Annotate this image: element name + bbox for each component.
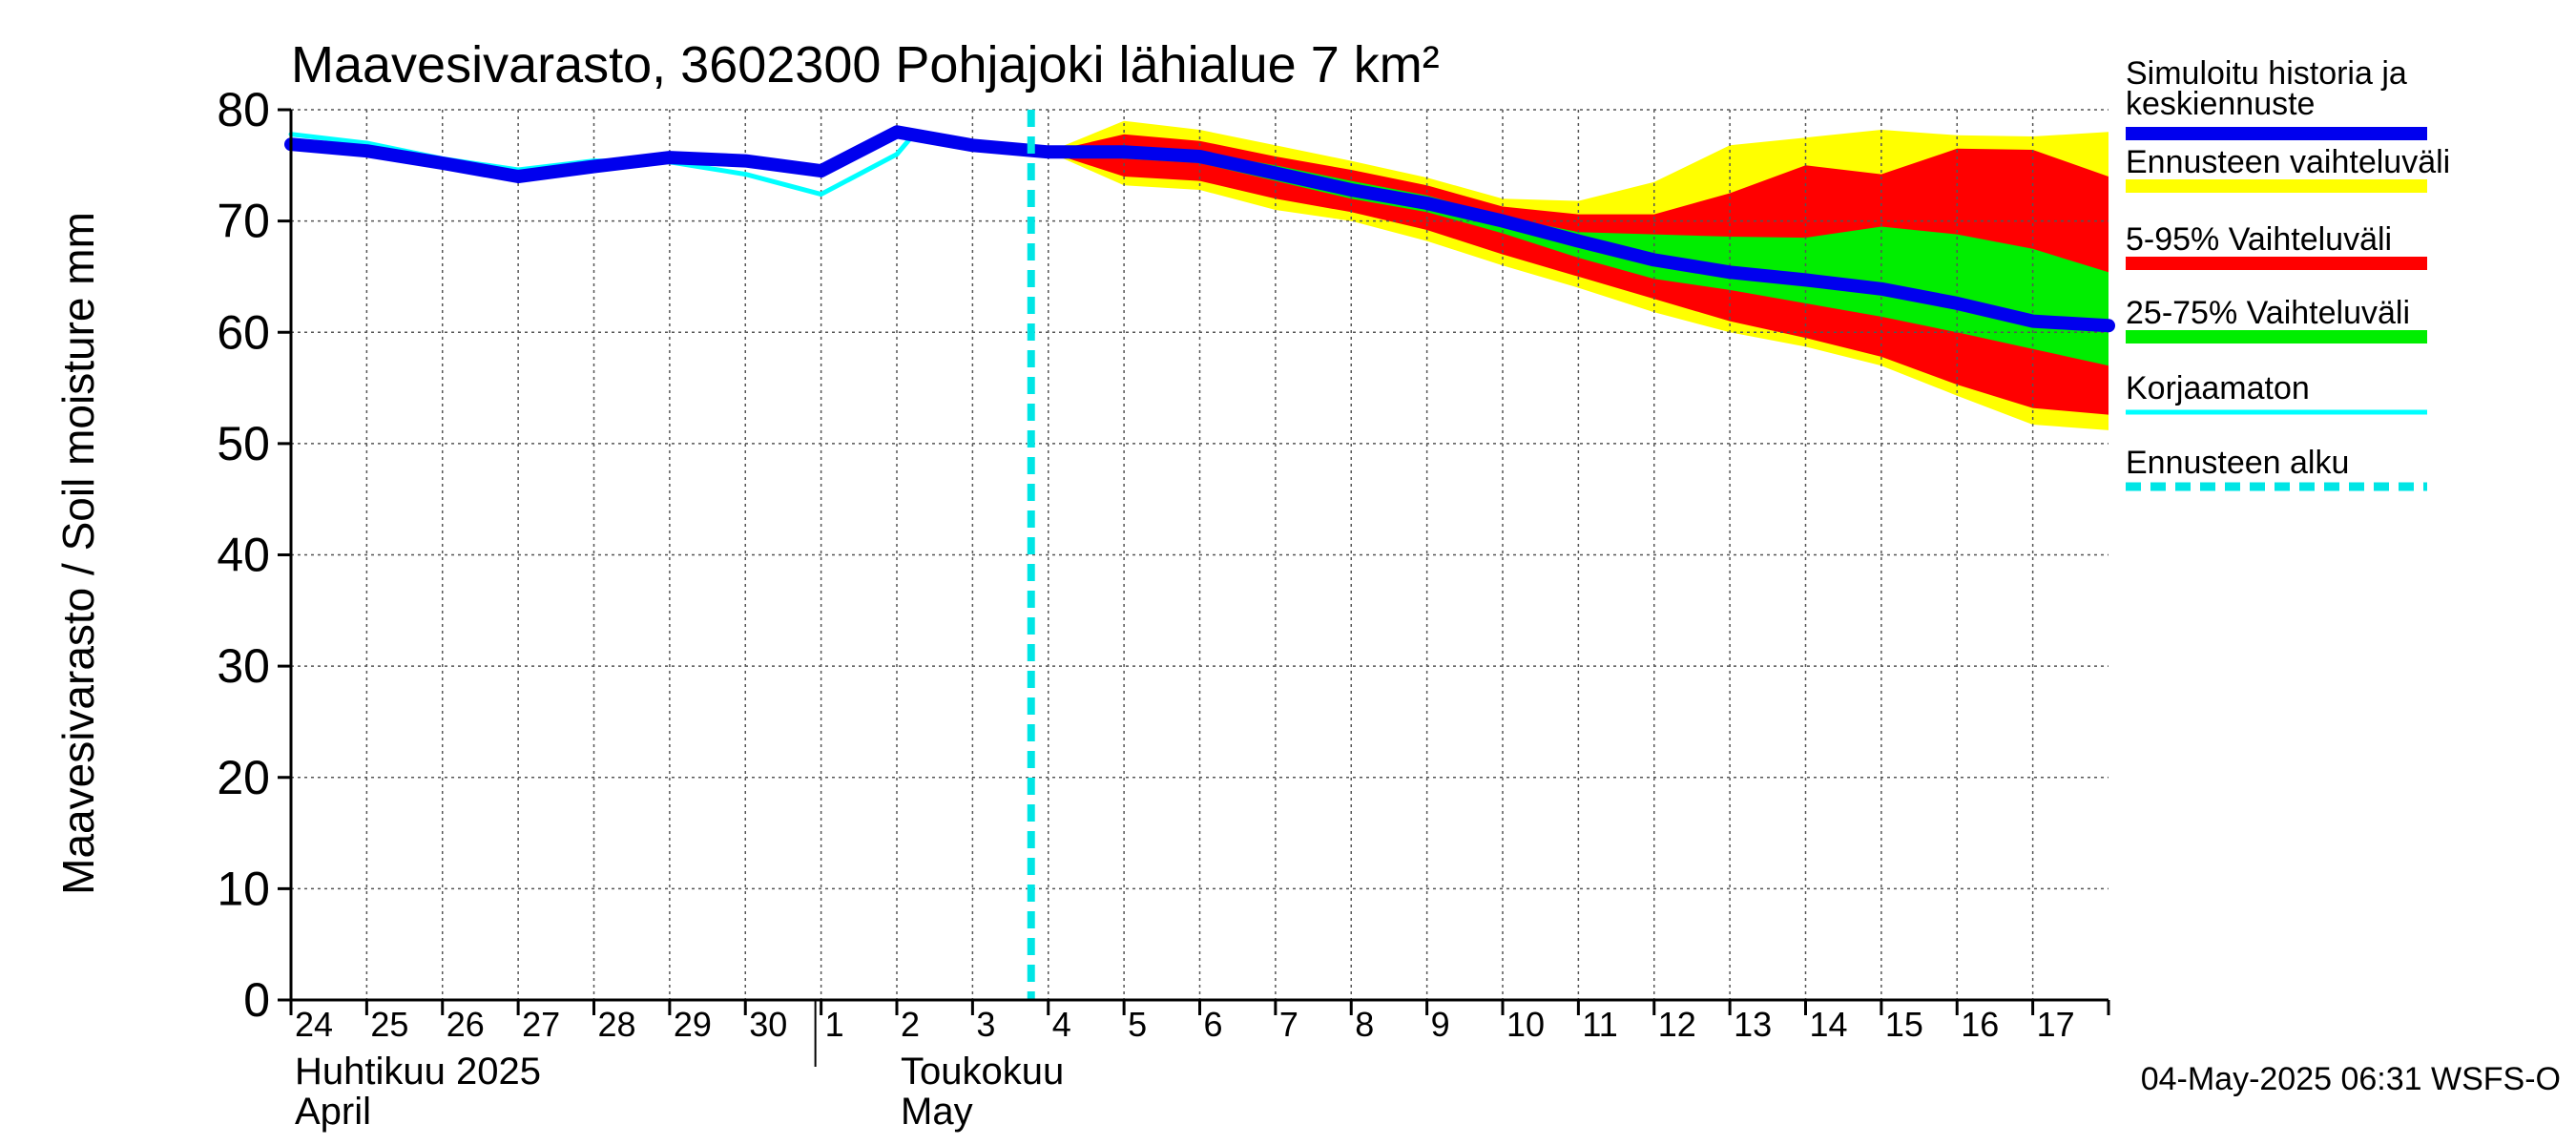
x-tick-label: 11 [1582, 1005, 1617, 1044]
x-tick-label: 27 [522, 1005, 560, 1044]
band-green-25-75 [1048, 145, 2109, 366]
x-tick-label: 13 [1734, 1005, 1772, 1044]
y-axis-ticks: 0 10 20 30 40 50 60 70 80 [217, 83, 291, 1027]
x-tick-label: 16 [1961, 1005, 1999, 1044]
x-tick-label: 24 [295, 1005, 333, 1044]
x-tick-label: 6 [1204, 1005, 1223, 1044]
y-axis-label: Maavesivarasto / Soil moisture mm [53, 212, 103, 895]
x-tick-label: 29 [674, 1005, 712, 1044]
y-tick-label: 20 [217, 751, 270, 804]
x-tick-label: 14 [1810, 1005, 1848, 1044]
x-tick-label: 8 [1355, 1005, 1374, 1044]
y-tick-label: 40 [217, 529, 270, 582]
x-tick-label: 10 [1506, 1005, 1545, 1044]
legend-label: Ennusteen alku [2126, 445, 2349, 481]
y-tick-label: 60 [217, 305, 270, 359]
month-label-en: May [901, 1091, 973, 1133]
x-tick-label: 26 [447, 1005, 485, 1044]
y-tick-label: 10 [217, 862, 270, 915]
legend-label: 5-95% Vaihteluväli [2126, 221, 2392, 258]
timestamp: 04-May-2025 06:31 WSFS-O [2141, 1061, 2561, 1097]
x-tick-label: 1 [825, 1005, 844, 1044]
month-label-en: April [295, 1091, 371, 1133]
x-tick-label: 4 [1052, 1005, 1071, 1044]
x-axis-ticks: 24 25 26 27 28 29 30 1 2 3 4 5 6 7 8 9 10 11 12 13 14 15 16 17 [289, 1000, 2110, 1044]
legend-label: Simuloitu historia ja [2126, 55, 2407, 92]
x-tick-label: 30 [749, 1005, 787, 1044]
legend-label: 25-75% Vaihteluväli [2126, 295, 2410, 331]
x-tick-label: 9 [1431, 1005, 1450, 1044]
x-tick-label: 3 [976, 1005, 995, 1044]
y-tick-label: 50 [217, 417, 270, 470]
x-tick-label: 5 [1128, 1005, 1147, 1044]
chart-title: Maavesivarasto, 3602300 Pohjajoki lähial… [291, 36, 1440, 94]
x-tick-label: 12 [1658, 1005, 1696, 1044]
month-label: Huhtikuu 2025 [295, 1051, 541, 1093]
legend-label: Ennusteen vaihteluväli [2126, 144, 2450, 180]
y-tick-label: 70 [217, 195, 270, 248]
x-tick-label: 2 [901, 1005, 920, 1044]
x-tick-label: 17 [2037, 1005, 2075, 1044]
forecast-bands [1048, 120, 2109, 430]
month-label: Toukokuu [901, 1051, 1064, 1093]
x-tick-label: 25 [370, 1005, 408, 1044]
grid-lines [291, 109, 2109, 1000]
y-tick-label: 0 [243, 973, 270, 1027]
legend-label: Korjaamaton [2126, 370, 2310, 406]
series-simulated-mean [284, 125, 2115, 333]
x-tick-label: 15 [1885, 1005, 1923, 1044]
band-red-5-95 [1048, 134, 2109, 415]
y-tick-label: 30 [217, 639, 270, 693]
x-tick-label: 7 [1279, 1005, 1298, 1044]
legend-label-line2: keskiennuste [2126, 86, 2315, 122]
x-tick-label: 28 [598, 1005, 636, 1044]
y-tick-label: 80 [217, 83, 270, 136]
series-lines [284, 125, 2115, 333]
